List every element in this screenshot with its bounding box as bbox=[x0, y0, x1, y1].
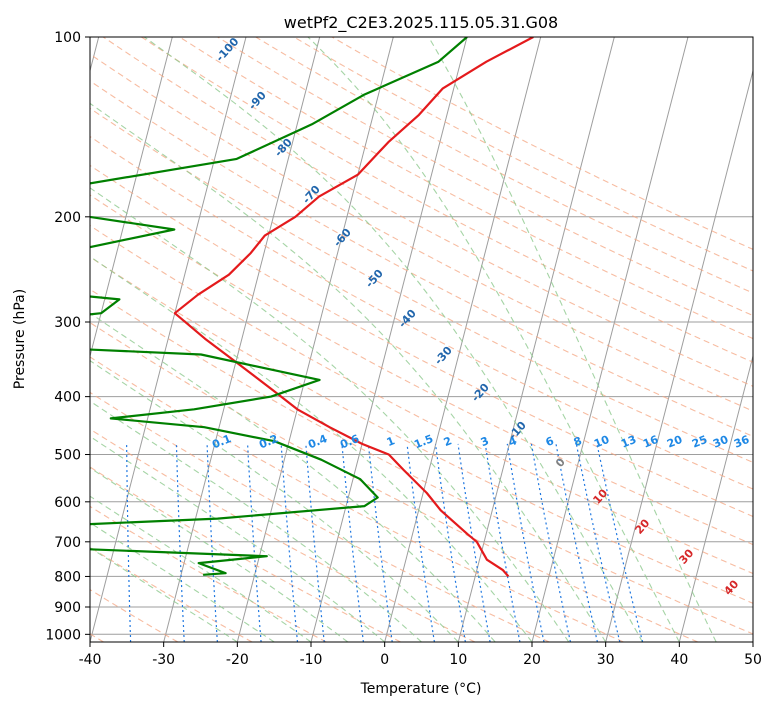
isotherm-line bbox=[236, 37, 394, 642]
mixing-ratio-label: 30 bbox=[711, 433, 730, 451]
y-axis-title: Pressure (hPa) bbox=[12, 289, 28, 389]
mixing-ratio-label: 8 bbox=[572, 434, 584, 449]
y-tick-label: 500 bbox=[54, 448, 81, 464]
x-tick-label: -20 bbox=[226, 652, 249, 668]
dry-adiabat-line bbox=[141, 37, 753, 363]
mixing-ratio-line bbox=[575, 443, 621, 642]
mixing-ratio-line bbox=[555, 443, 598, 642]
x-tick-label: 40 bbox=[670, 652, 688, 668]
x-tick-label: 20 bbox=[523, 652, 541, 668]
moist-adiabat-line bbox=[428, 37, 717, 642]
moist-adiabat-line bbox=[307, 37, 680, 642]
mixing-ratio-label: 25 bbox=[690, 433, 709, 451]
x-tick-label: 0 bbox=[380, 652, 389, 668]
y-tick-label: 1000 bbox=[45, 627, 81, 643]
y-tick-label: 300 bbox=[54, 315, 81, 331]
mixing-ratio-line bbox=[280, 443, 299, 642]
y-tick-label: 200 bbox=[54, 210, 81, 226]
mixing-ratio-line bbox=[530, 443, 571, 642]
dry-adiabat-line bbox=[90, 164, 753, 518]
profile-series-line bbox=[90, 37, 468, 576]
dry-adiabat-line bbox=[90, 505, 327, 642]
isotherm-line bbox=[90, 37, 173, 359]
x-tick-label: 10 bbox=[449, 652, 467, 668]
mixing-ratio-line bbox=[126, 443, 132, 642]
mixing-ratio-label: 3 bbox=[479, 434, 491, 449]
mixing-ratio-line bbox=[484, 443, 521, 642]
mixing-ratio-label: 13 bbox=[619, 433, 638, 451]
y-tick-label: 900 bbox=[54, 600, 81, 616]
mixing-ratio-line bbox=[175, 443, 185, 642]
dry-adiabat-line bbox=[331, 37, 753, 250]
dry-adiabat-line bbox=[102, 37, 753, 387]
dry-adiabat-line bbox=[90, 256, 753, 604]
plot-frame bbox=[89, 36, 754, 643]
x-tick-label: -10 bbox=[300, 652, 323, 668]
mixing-ratio-label: 1 bbox=[385, 434, 397, 449]
x-tick-label: -30 bbox=[152, 652, 175, 668]
y-tick-label: 400 bbox=[54, 390, 81, 406]
mixing-ratio-line bbox=[247, 443, 262, 642]
mixing-ratio-line bbox=[506, 443, 545, 642]
dry-adiabat-line bbox=[293, 37, 753, 272]
isotherm-line bbox=[605, 68, 753, 642]
mixing-ratio-label: 20 bbox=[665, 433, 684, 451]
isotherm-line bbox=[163, 37, 321, 642]
dry-adiabat-line bbox=[90, 224, 753, 575]
mixing-ratio-line bbox=[596, 443, 644, 642]
x-tick-label: 30 bbox=[597, 652, 615, 668]
isotherm-line bbox=[752, 639, 753, 642]
background-lines bbox=[90, 37, 753, 642]
x-tick-label: -40 bbox=[79, 652, 102, 668]
moist-adiabat-line bbox=[90, 102, 607, 642]
chart-title: wetPf2_C2E3.2025.115.05.31.G08 bbox=[284, 13, 558, 33]
isotherm-line bbox=[310, 37, 468, 642]
isotherm-line bbox=[531, 37, 689, 642]
dry-adiabat-line bbox=[255, 37, 753, 294]
dry-adiabat-line bbox=[217, 37, 753, 317]
mixing-ratio-label: 16 bbox=[641, 433, 660, 451]
moist-adiabat-line bbox=[90, 495, 312, 642]
dry-adiabat-line bbox=[90, 466, 401, 642]
mixing-ratio-label: 36 bbox=[732, 433, 751, 451]
dry-adiabat-line bbox=[90, 356, 624, 642]
dry-adiabat-line bbox=[90, 194, 753, 546]
mixing-ratio-line bbox=[305, 443, 325, 642]
x-tick-label: 50 bbox=[744, 652, 762, 668]
isotherm-line bbox=[457, 37, 615, 642]
axes: -40 -30 -20 -10 0 10 20 30 40 50 100 200 300 400 500 60… bbox=[45, 30, 762, 668]
y-tick-label: 700 bbox=[54, 535, 81, 551]
moist-adiabat-line bbox=[90, 522, 275, 642]
dry-adiabat-line bbox=[179, 37, 753, 340]
y-tick-label: 800 bbox=[54, 569, 81, 585]
dry-adiabat-line bbox=[90, 288, 753, 635]
moist-adiabat-line bbox=[143, 37, 643, 642]
dry-adiabat-line bbox=[90, 321, 699, 642]
dry-adiabat-line bbox=[90, 135, 753, 490]
mixing-ratio-line bbox=[406, 443, 435, 642]
dry-adiabat-line bbox=[90, 53, 753, 412]
mixing-ratio-line bbox=[367, 443, 393, 642]
profile-series-line bbox=[173, 37, 534, 578]
profile-lines bbox=[90, 37, 534, 578]
plot-background bbox=[90, 37, 753, 642]
isotherm-line bbox=[678, 354, 753, 642]
mixing-ratio-line bbox=[434, 443, 466, 642]
mixing-ratio-line bbox=[341, 443, 364, 642]
mixing-ratio-line bbox=[457, 443, 491, 642]
moist-adiabat-line bbox=[90, 255, 533, 642]
y-tick-label: 600 bbox=[54, 495, 81, 511]
moist-adiabat-line bbox=[90, 187, 570, 642]
mixing-ratio-label: 10 bbox=[592, 433, 611, 451]
mixing-ratio-label: 2 bbox=[442, 434, 454, 449]
x-axis-title: Temperature (°C) bbox=[360, 681, 482, 697]
isotherm-line bbox=[384, 37, 542, 642]
y-tick-label: 100 bbox=[54, 30, 81, 46]
